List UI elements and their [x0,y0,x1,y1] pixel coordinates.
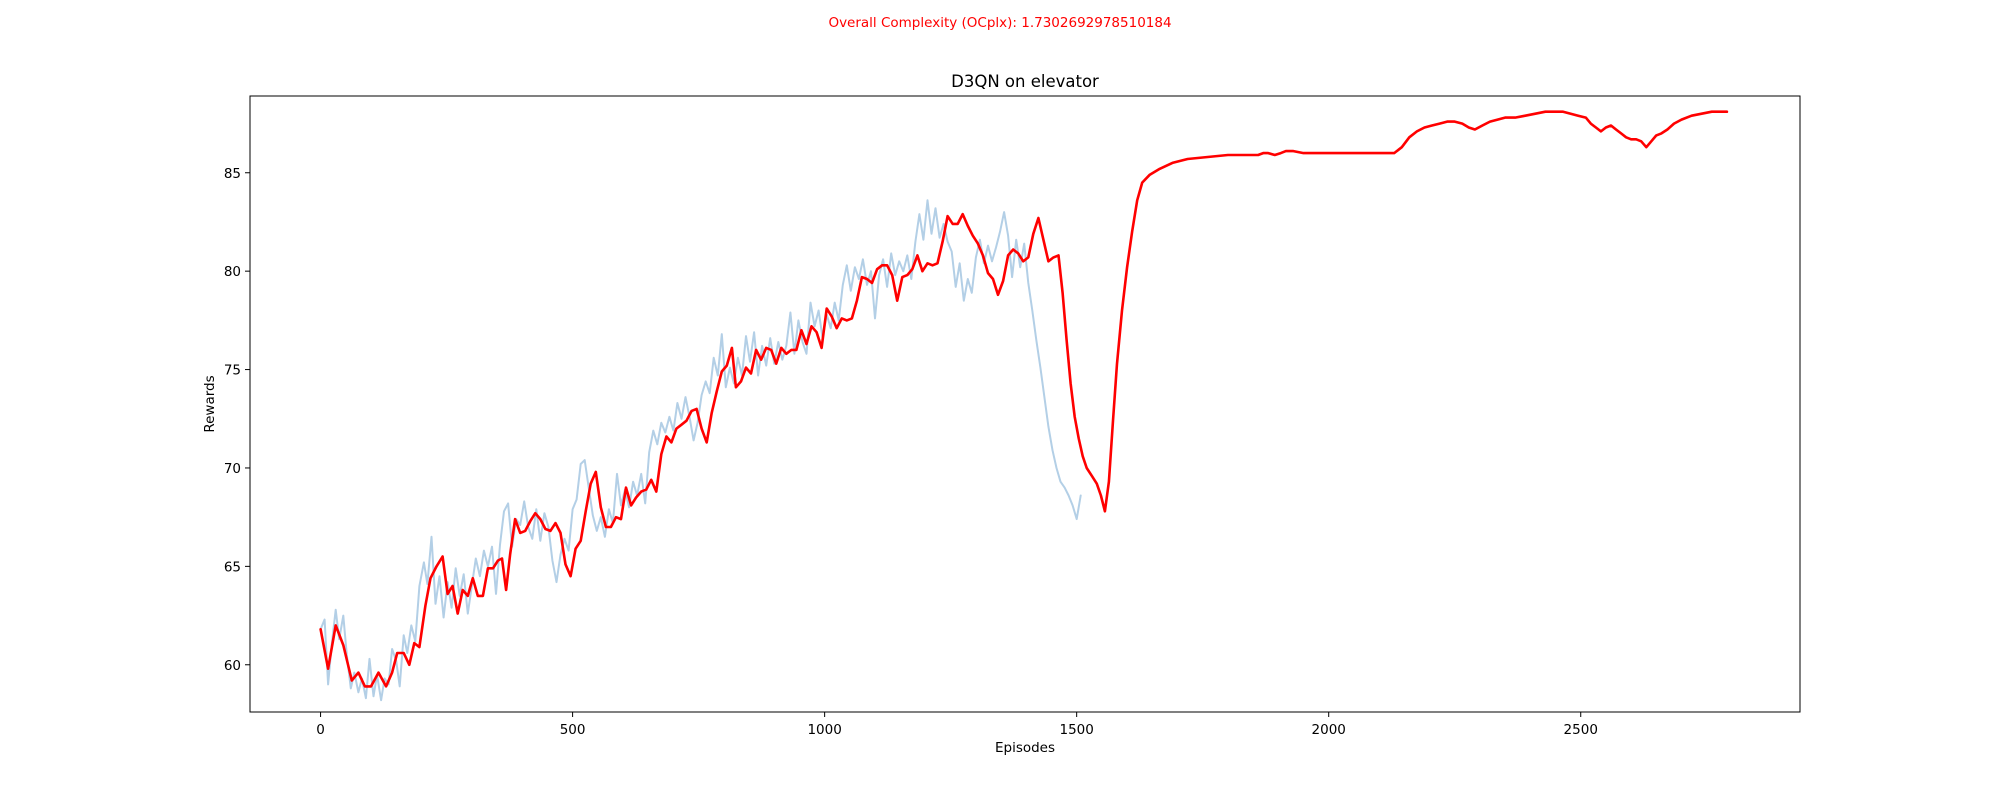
x-tick-label: 2000 [1312,722,1346,738]
series-layer [319,110,1729,702]
series-line-raw [319,199,1082,702]
x-axis-ticks: 0 500 1000 1500 2000 2500 [316,712,1598,738]
x-tick-label: 0 [316,722,325,738]
y-tick-label: 75 [224,363,241,379]
y-tick-label: 80 [224,264,241,280]
y-tick-label: 85 [224,166,241,182]
x-tick-label: 1500 [1059,722,1093,738]
chart-title: D3QN on elevator [951,72,1099,91]
y-tick-label: 65 [224,559,241,575]
y-axis-ticks: 60 65 70 75 80 85 [224,166,250,674]
plot-frame [249,95,1801,713]
y-axis-label: Rewards [202,375,218,432]
x-tick-label: 2500 [1564,722,1598,738]
y-tick-label: 60 [224,658,241,674]
y-tick-label: 70 [224,461,241,477]
x-tick-label: 500 [560,722,586,738]
x-axis-label: Episodes [995,740,1055,756]
series-line-smoothed [319,110,1729,688]
x-tick-label: 1000 [807,722,841,738]
complexity-label: Overall Complexity (OCplx): 1.7302692978… [828,15,1171,31]
